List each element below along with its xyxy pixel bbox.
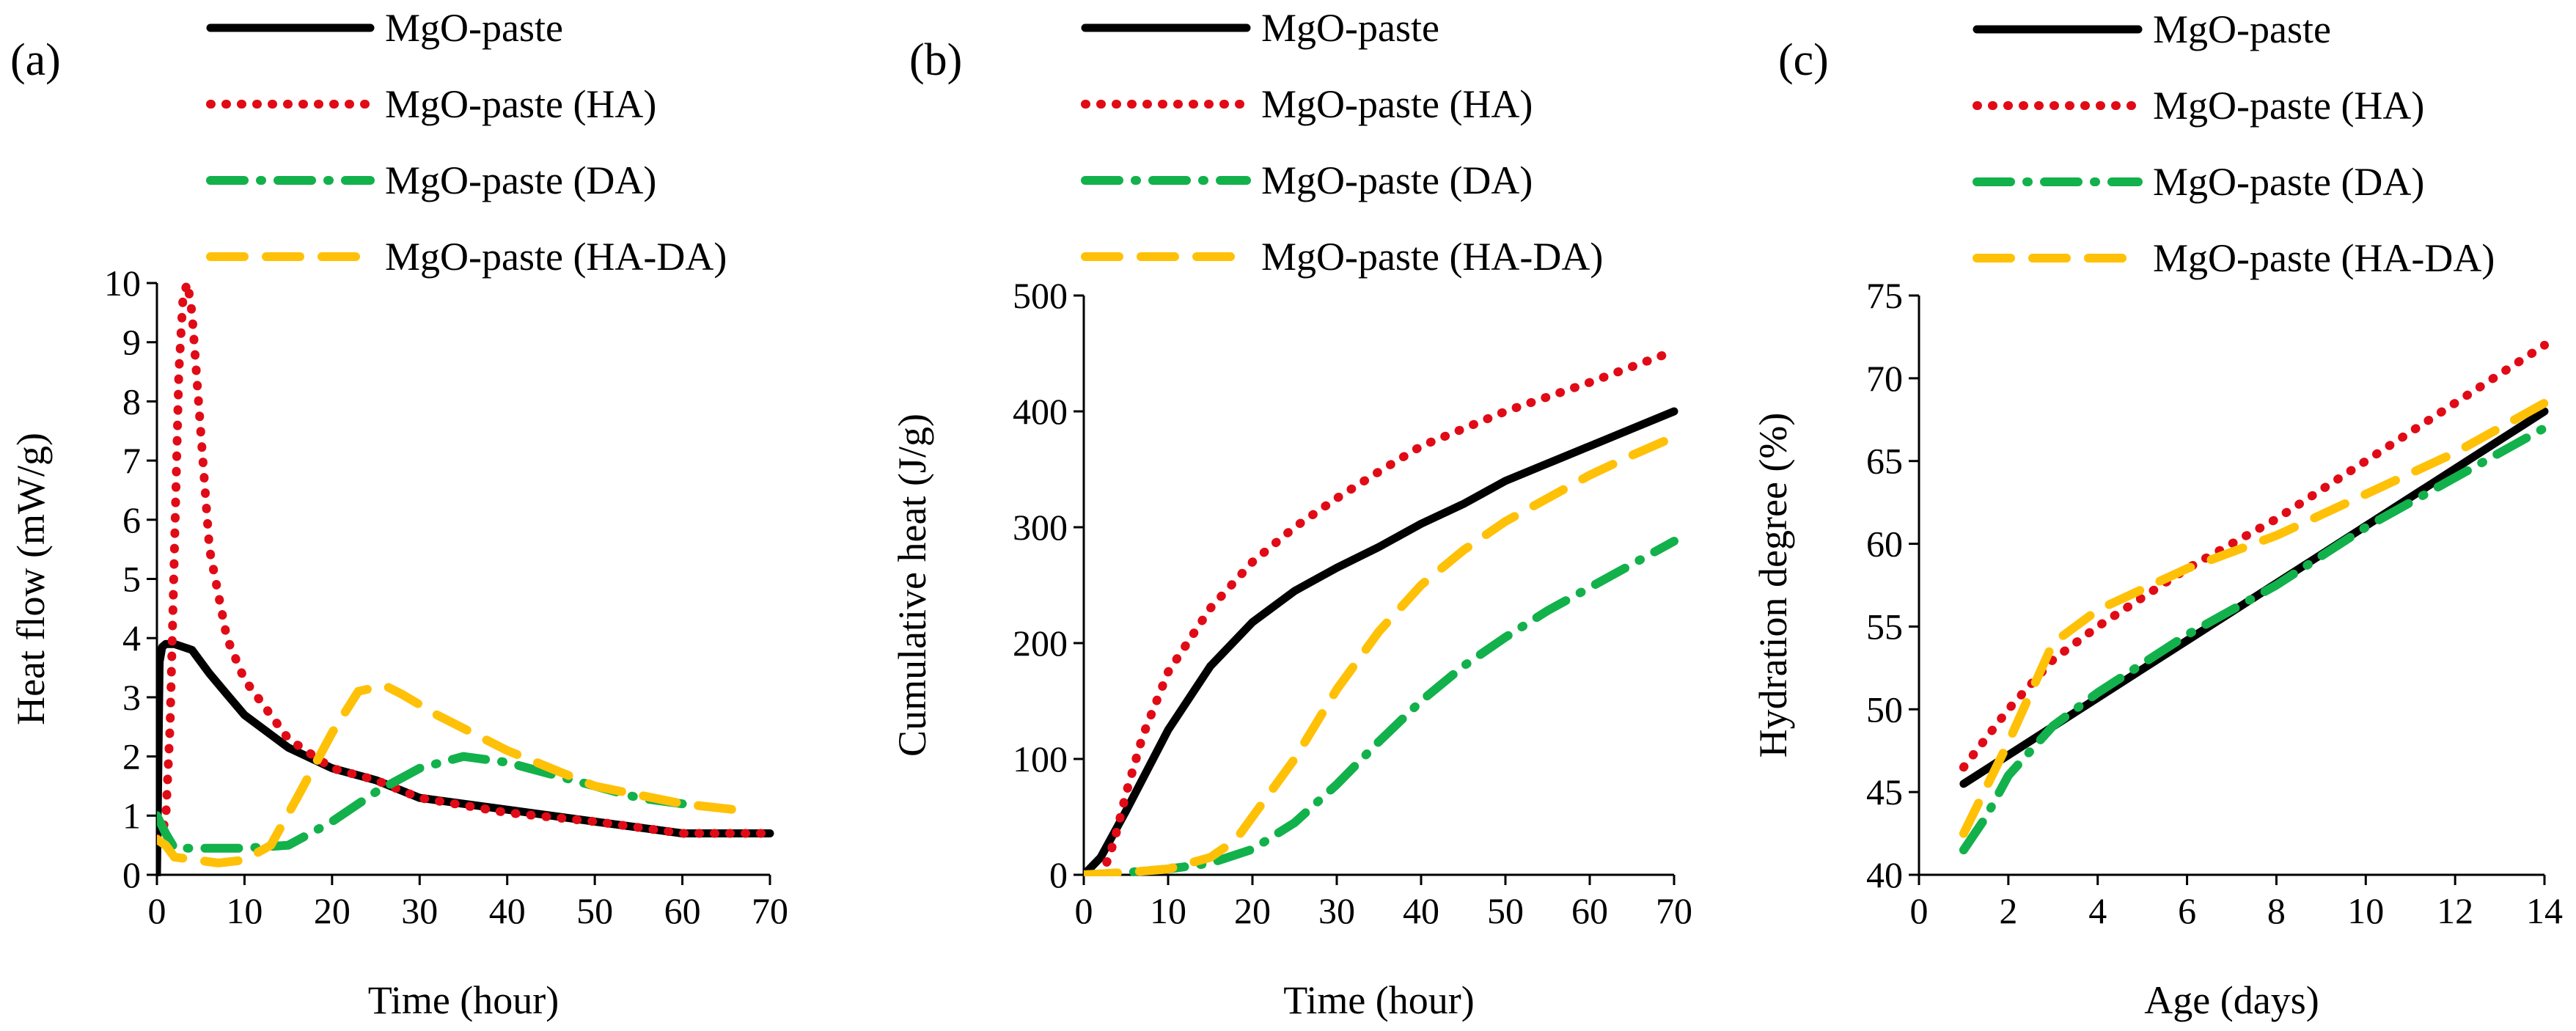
x-tick-label: 0 [1910,890,1929,931]
x-tick-label: 6 [2178,890,2196,931]
series-line-mgo-paste-ha [1084,346,1678,876]
x-tick-label: 10 [2347,890,2384,931]
panel-b: (b) 0 100 200 300 400 500 0 10 20 30 40 50 60 70 Time (… [890,6,1692,1022]
x-tick-label: 4 [2088,890,2107,931]
y-tick-label: 7 [122,440,141,481]
y-tick-label: 3 [122,677,141,718]
y-tick-label: 50 [1866,689,1903,730]
y-tick-label: 500 [1013,275,1068,316]
x-tick-label: 50 [1487,890,1524,931]
x-axis-label: Time (hour) [368,978,559,1022]
series-line-mgo-paste-da [1084,537,1678,876]
x-tick-label: 14 [2526,890,2563,931]
x-tick-label: 0 [148,890,166,931]
x-tick-label: 40 [1403,890,1439,931]
x-tick-label: 60 [1571,890,1608,931]
legend-label: MgO-paste (HA) [385,82,656,126]
y-axis-label: Heat flow (mW/g) [9,433,53,725]
y-tick-label: 10 [104,263,141,304]
y-tick-label: 75 [1866,275,1903,316]
y-tick-label: 45 [1866,771,1903,812]
y-tick-label: 8 [122,381,141,422]
y-axis-label: Cumulative heat (J/g) [890,414,934,757]
series-line-mgo-paste-ha-da [1084,432,1678,876]
series-line-mgo-paste-da [1959,423,2549,855]
x-tick-label: 50 [576,890,613,931]
y-tick-label: 70 [1866,358,1903,399]
x-tick-label: 70 [752,890,788,931]
x-axis-label: Age (days) [2144,978,2319,1022]
panel-tag: (b) [909,35,962,85]
y-tick-label: 4 [122,617,141,658]
legend-label: MgO-paste (HA) [2153,84,2424,128]
y-tick-label: 100 [1013,738,1068,779]
legend-label: MgO-paste (DA) [1261,158,1533,202]
series-line-mgo-paste-ha [1959,340,2549,772]
x-tick-label: 30 [401,890,438,931]
x-tick-label: 70 [1656,890,1692,931]
y-tick-label: 9 [122,322,141,363]
x-tick-label: 10 [1150,890,1186,931]
x-axis-label: Time (hour) [1283,978,1475,1022]
x-tick-label: 60 [664,890,701,931]
panel-tag: (c) [1778,35,1829,85]
x-tick-label: 30 [1318,890,1355,931]
series-line-mgo-paste-ha-da [157,680,740,867]
series-line-mgo-paste-ha-da [1959,398,2549,838]
series-line-mgo-paste [1084,407,1678,876]
x-tick-label: 8 [2267,890,2286,931]
legend-label: MgO-paste (DA) [2153,160,2424,204]
y-tick-label: 300 [1013,507,1068,548]
y-tick-label: 0 [1049,854,1068,895]
x-tick-label: 12 [2437,890,2473,931]
legend-label: MgO-paste (DA) [385,158,656,202]
x-tick-label: 20 [1234,890,1271,931]
x-tick-label: 0 [1075,890,1093,931]
x-tick-label: 10 [226,890,263,931]
series-line-mgo-paste-ha [157,279,774,844]
legend-label: MgO-paste (HA-DA) [1261,235,1603,279]
y-tick-label: 65 [1866,441,1903,482]
x-tick-label: 20 [314,890,351,931]
y-tick-label: 1 [122,795,141,836]
y-axis-label: Hydration degree (%) [1751,413,1795,758]
legend-label: MgO-paste (HA) [1261,82,1533,126]
y-tick-label: 400 [1013,391,1068,432]
y-tick-label: 0 [122,854,141,895]
y-tick-label: 200 [1013,623,1068,664]
y-tick-label: 2 [122,736,141,777]
legend-label: MgO-paste (HA-DA) [385,235,727,279]
x-tick-label: 2 [1999,890,2017,931]
y-tick-label: 55 [1866,606,1903,647]
series-line-mgo-paste-da [157,752,687,853]
panel-tag: (a) [10,35,61,85]
y-tick-label: 6 [122,499,141,540]
panel-a: (a) 0 1 2 3 4 5 6 7 8 9 10 0 10 20 30 40 50 60 70 Time (hour… [9,6,788,1022]
y-tick-label: 60 [1866,524,1903,565]
legend-label: MgO-paste [385,6,563,50]
panel-c: (c) 40 45 50 55 60 65 70 75 0 2 4 6 8 10 12 14 Age (days)… [1751,7,2563,1022]
legend-label: MgO-paste (HA-DA) [2153,236,2495,280]
legend-label: MgO-paste [2153,7,2331,51]
y-tick-label: 40 [1866,854,1903,895]
x-tick-label: 40 [489,890,526,931]
legend-label: MgO-paste [1261,6,1439,50]
y-tick-label: 5 [122,559,141,600]
